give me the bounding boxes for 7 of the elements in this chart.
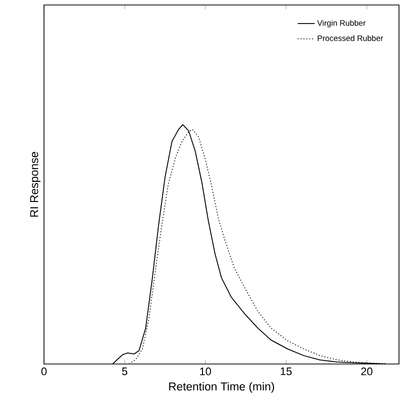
x-tick-label: 15 xyxy=(280,368,292,376)
y-axis-title: RI Response xyxy=(30,152,40,217)
x-axis-title: Retention Time (min) xyxy=(169,382,274,393)
x-tick-label: 0 xyxy=(41,368,47,376)
x-tick-label: 5 xyxy=(122,368,128,376)
x-tick-label: 20 xyxy=(361,368,372,376)
x-tick-label: 10 xyxy=(200,368,212,376)
